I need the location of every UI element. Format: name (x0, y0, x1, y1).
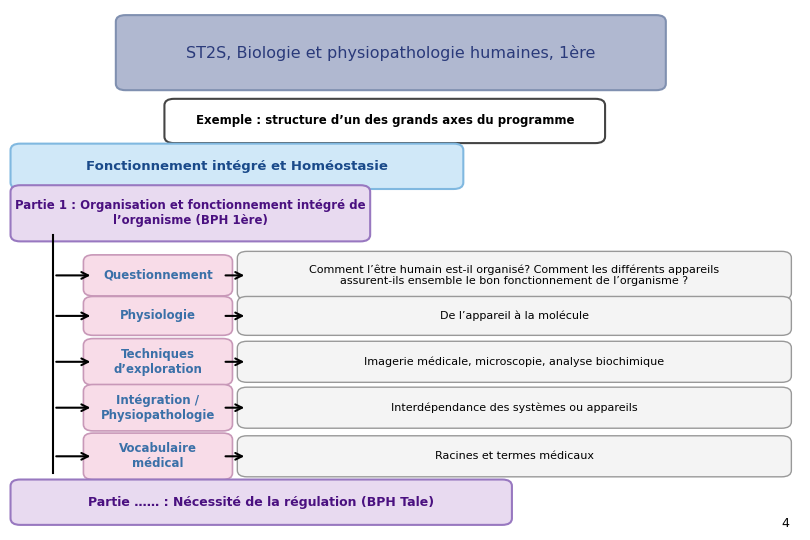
FancyBboxPatch shape (11, 185, 370, 241)
FancyBboxPatch shape (83, 433, 232, 480)
Text: Exemple : structure d’un des grands axes du programme: Exemple : structure d’un des grands axes… (195, 114, 574, 127)
Text: 4: 4 (782, 517, 790, 530)
FancyBboxPatch shape (116, 15, 666, 90)
FancyBboxPatch shape (83, 384, 232, 431)
Text: Partie …… : Nécessité de la régulation (BPH Tale): Partie …… : Nécessité de la régulation (… (88, 496, 434, 509)
FancyBboxPatch shape (237, 341, 791, 382)
FancyBboxPatch shape (11, 144, 463, 189)
Text: Questionnement: Questionnement (103, 269, 213, 282)
FancyBboxPatch shape (237, 252, 791, 299)
Text: Intégration /
Physiopathologie: Intégration / Physiopathologie (100, 394, 215, 422)
FancyBboxPatch shape (237, 387, 791, 428)
Text: Vocabulaire
médical: Vocabulaire médical (119, 442, 197, 470)
Text: ST2S, Biologie et physiopathologie humaines, 1ère: ST2S, Biologie et physiopathologie humai… (186, 45, 595, 60)
Text: Imagerie médicale, microscopie, analyse biochimique: Imagerie médicale, microscopie, analyse … (364, 356, 664, 367)
Text: Comment l’être humain est-il organisé? Comment les différents appareils
assurent: Comment l’être humain est-il organisé? C… (309, 265, 719, 286)
Text: Racines et termes médicaux: Racines et termes médicaux (435, 451, 594, 461)
FancyBboxPatch shape (83, 255, 232, 296)
FancyBboxPatch shape (83, 296, 232, 335)
Text: Techniques
d’exploration: Techniques d’exploration (113, 348, 202, 376)
FancyBboxPatch shape (83, 339, 232, 385)
FancyBboxPatch shape (237, 436, 791, 477)
Text: Partie 1 : Organisation et fonctionnement intégré de
l’organisme (BPH 1ère): Partie 1 : Organisation et fonctionnemen… (15, 199, 365, 227)
FancyBboxPatch shape (164, 99, 605, 143)
FancyBboxPatch shape (11, 480, 512, 525)
Text: Fonctionnement intégré et Homéostasie: Fonctionnement intégré et Homéostasie (86, 160, 388, 173)
Text: Interdépendance des systèmes ou appareils: Interdépendance des systèmes ou appareil… (391, 402, 637, 413)
FancyBboxPatch shape (237, 296, 791, 335)
Text: De l’appareil à la molécule: De l’appareil à la molécule (440, 310, 589, 321)
Text: Physiologie: Physiologie (120, 309, 196, 322)
